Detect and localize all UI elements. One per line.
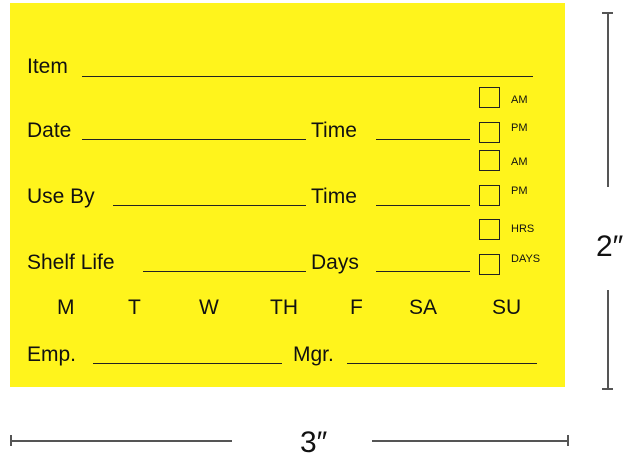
checkbox-am-2[interactable] bbox=[479, 150, 500, 171]
weekday-sun[interactable]: SU bbox=[492, 296, 522, 319]
shelf-life-field[interactable] bbox=[143, 271, 306, 272]
use-by-time-label: Time bbox=[311, 185, 357, 208]
checkbox-label: AM bbox=[511, 94, 528, 106]
time-label: Time bbox=[311, 119, 357, 142]
weekday-mon[interactable]: M bbox=[57, 296, 75, 319]
weekday-sat[interactable]: SA bbox=[409, 296, 438, 319]
item-label: Item bbox=[27, 55, 68, 78]
days-label: Days bbox=[311, 251, 359, 274]
checkbox-pm-1[interactable] bbox=[479, 122, 500, 143]
date-field[interactable] bbox=[82, 139, 306, 140]
height-dimension-cap bbox=[602, 388, 613, 390]
width-dimension-line bbox=[10, 440, 232, 442]
date-time-field[interactable] bbox=[376, 139, 470, 140]
width-dimension-line bbox=[372, 440, 568, 442]
height-dimension-text: 2″ bbox=[596, 230, 624, 263]
item-field[interactable] bbox=[82, 76, 533, 77]
width-dimension-cap bbox=[567, 435, 569, 446]
height-dimension-line bbox=[607, 12, 609, 187]
width-dimension-text: 3″ bbox=[300, 426, 328, 459]
use-by-time-field[interactable] bbox=[376, 205, 470, 206]
weekday-thu[interactable]: TH bbox=[270, 296, 298, 319]
weekday-fri[interactable]: F bbox=[350, 296, 363, 319]
date-label: Date bbox=[27, 119, 72, 142]
height-dimension-line bbox=[607, 290, 609, 388]
checkbox-label: PM bbox=[511, 185, 528, 197]
checkbox-label: AM bbox=[511, 156, 528, 168]
width-dimension-cap bbox=[10, 435, 12, 446]
shelf-life-label: Shelf Life bbox=[27, 251, 115, 274]
checkbox-label: HRS bbox=[511, 223, 535, 235]
emp-label: Emp. bbox=[27, 343, 77, 366]
food-label bbox=[10, 3, 565, 387]
weekday-tue[interactable]: T bbox=[128, 296, 141, 319]
days-field[interactable] bbox=[376, 271, 470, 272]
height-dimension-cap bbox=[602, 12, 613, 14]
use-by-field[interactable] bbox=[113, 205, 306, 206]
mgr-label: Mgr. bbox=[293, 343, 334, 366]
checkbox-hrs[interactable] bbox=[479, 219, 500, 240]
weekday-wed[interactable]: W bbox=[199, 296, 219, 319]
checkbox-am-1[interactable] bbox=[479, 87, 500, 108]
mgr-field[interactable] bbox=[347, 363, 537, 364]
checkbox-pm-2[interactable] bbox=[479, 185, 500, 206]
checkbox-label: DAYS bbox=[511, 253, 541, 265]
emp-field[interactable] bbox=[93, 363, 282, 364]
use-by-label: Use By bbox=[27, 185, 95, 208]
checkbox-label: PM bbox=[511, 122, 528, 134]
checkbox-days[interactable] bbox=[479, 254, 500, 275]
